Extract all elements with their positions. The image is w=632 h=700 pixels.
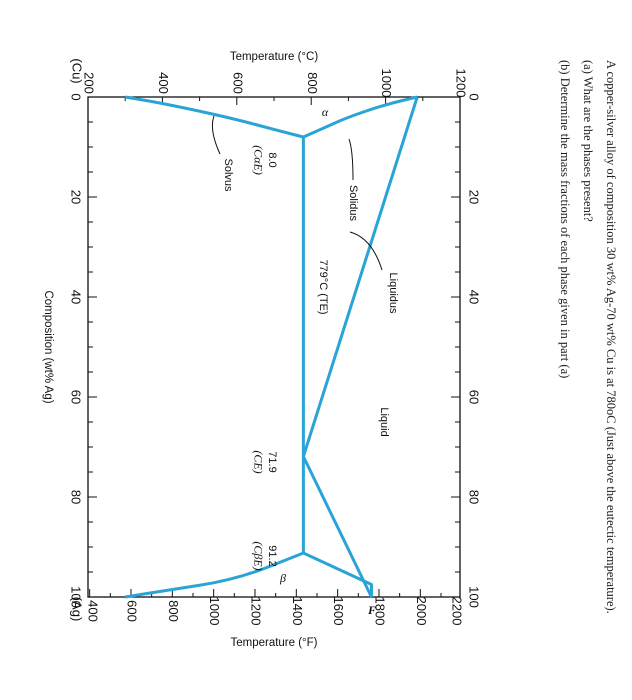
x-tick-label-outer: 100 <box>69 586 84 608</box>
y-tick-label-f: 1200 <box>249 597 264 626</box>
x-axis-title: Composition (wt% Ag) <box>42 290 54 403</box>
y-tick-label-f: 2200 <box>450 597 465 626</box>
phase-curves <box>124 95 419 599</box>
y-tick-label-c: 400 <box>156 72 171 94</box>
beta-label: β <box>279 571 286 585</box>
x-tick-label-inner: 100 <box>467 586 482 608</box>
x-tick-label-inner: 80 <box>467 490 482 504</box>
y-axis-title-f: Temperature (°F) <box>230 637 317 649</box>
solvus-leader <box>212 115 221 155</box>
x-tick-label-outer: 80 <box>69 490 84 504</box>
x-tick-label-outer: 40 <box>69 290 84 304</box>
curve-solidus <box>302 95 418 139</box>
y-tick-label-c: 1200 <box>454 69 469 98</box>
c-beta-e-label: (CβE) <box>251 541 265 570</box>
f-marker: F <box>367 603 376 617</box>
y-tick-label-c: 800 <box>305 72 320 94</box>
x-tick-label-inner: 60 <box>467 390 482 404</box>
x-tick-label-outer: 0 <box>69 93 84 100</box>
y-tick-label-f: 800 <box>166 600 181 622</box>
solidus-leader <box>348 138 354 181</box>
curve-boundary-5 <box>124 551 304 599</box>
solvus-label: Solvus <box>222 158 234 192</box>
y-tick-label-f: 1400 <box>290 597 305 626</box>
liquidus-leader <box>349 231 383 271</box>
y-tick-label-f: 1000 <box>207 597 222 626</box>
c-e-label: (CE) <box>251 450 265 473</box>
y-tick-label-c: 600 <box>230 72 245 94</box>
y-tick-label-c: 200 <box>82 72 97 94</box>
y-tick-label-f: 1800 <box>373 597 388 626</box>
y-tick-label-f: 400 <box>86 600 101 622</box>
curve-liquidus <box>301 96 419 598</box>
c-alpha-e-label: (CαE) <box>251 145 265 175</box>
x-tick-label-outer: 20 <box>69 190 84 204</box>
x-tick-label-outer: 60 <box>69 390 84 404</box>
solidus-label: Solidus <box>347 185 359 222</box>
y-tick-label-c: 1000 <box>379 69 394 98</box>
y-tick-label-f: 600 <box>125 600 140 622</box>
y-axis-title-c: Temperature (°C) <box>230 51 318 63</box>
x-end-label-cu: (Cu) <box>70 58 85 83</box>
x-tick-label-inner: 0 <box>467 93 482 100</box>
curve-boundary-4 <box>302 551 373 597</box>
axes <box>87 96 461 598</box>
c-alpha-e-value: 8.0 <box>266 152 278 167</box>
curve-solvus <box>124 95 304 139</box>
x-tick-label-inner: 40 <box>467 290 482 304</box>
y-tick-label-f: 1600 <box>331 597 346 626</box>
y-tick-label-f: 2000 <box>414 597 429 626</box>
c-beta-e-value: 91.2 <box>266 545 278 566</box>
eutectic-temp-label: 779°C (TE) <box>317 259 329 314</box>
x-tick-label-inner: 20 <box>467 190 482 204</box>
liquid-label: Liquid <box>378 407 390 436</box>
x-end-label-ag: (Ag) <box>70 597 85 622</box>
c-e-value: 71.9 <box>266 451 278 472</box>
plot-frame <box>87 96 461 598</box>
alpha-label: α <box>322 105 329 119</box>
liquidus-label: Liquidus <box>387 273 399 314</box>
